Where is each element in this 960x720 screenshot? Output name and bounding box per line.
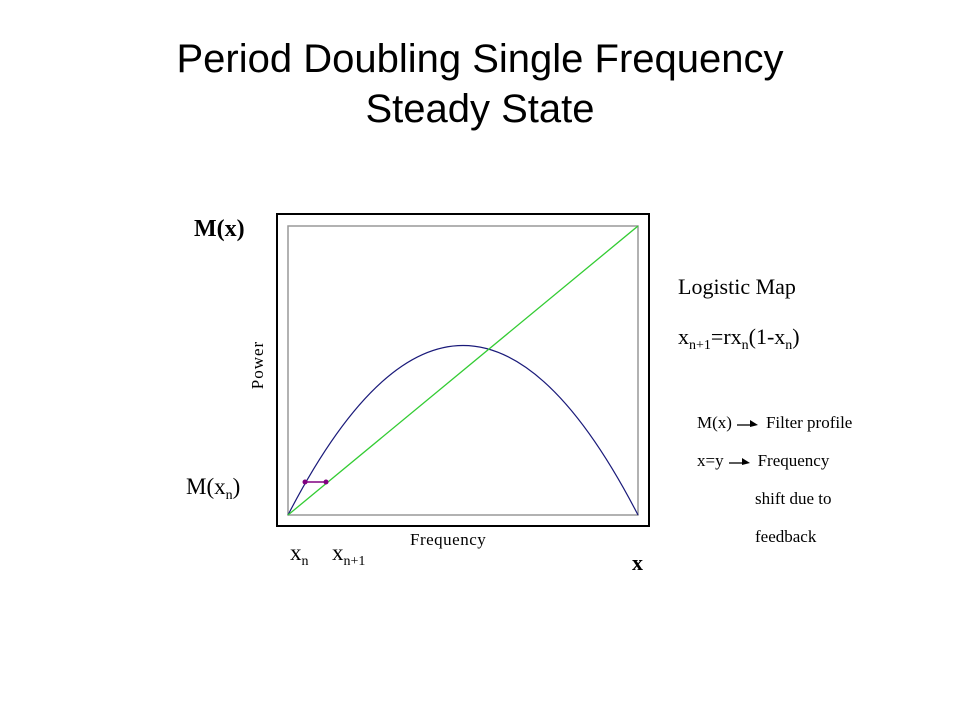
- legend-row-frequency: x=y Frequency: [697, 442, 852, 480]
- plot-outer-frame: [276, 213, 650, 527]
- arrow-right-icon: [736, 420, 758, 428]
- eq-sub-n1: n+1: [689, 338, 711, 353]
- legend-filter-profile: Filter profile: [765, 413, 853, 432]
- m-of-xn-base: M(x: [186, 474, 226, 499]
- plot-inner-frame: [287, 225, 639, 516]
- eq-mid: =rx: [710, 324, 742, 349]
- m-of-xn-label: M(xn): [186, 474, 240, 504]
- m-of-xn-close: ): [232, 474, 241, 499]
- filter-profile-curve: [287, 344, 639, 516]
- iteration-point-end: [323, 479, 329, 485]
- identity-diagonal-line: [287, 225, 639, 516]
- legend-shift-line: shift due to: [755, 489, 832, 508]
- slide-title: Period Doubling Single Frequency Steady …: [0, 34, 960, 134]
- eq-close: ): [792, 324, 800, 349]
- eq-open: (1-x: [748, 324, 786, 349]
- xn1-base: x: [332, 540, 344, 565]
- arrow-right-icon: [728, 458, 750, 466]
- mapping-legend: M(x) Filter profile x=y Frequency shift du…: [697, 404, 852, 556]
- m-of-xn-sub: n: [225, 488, 233, 503]
- legend-row-filter: M(x) Filter profile: [697, 404, 852, 442]
- eq-sub-n-2: n: [785, 338, 793, 353]
- x-axis-label: x: [632, 550, 643, 575]
- xn-base: x: [290, 540, 302, 565]
- eq-x: x: [678, 324, 689, 349]
- iteration-point-start: [302, 479, 308, 485]
- logistic-map-equation: xn+1=rxn(1-xn): [678, 324, 800, 354]
- title-line-1: Period Doubling Single Frequency: [176, 37, 784, 81]
- xn1-sub: n+1: [343, 554, 366, 569]
- xn-sub: n: [301, 554, 309, 569]
- legend-frequency: Frequency: [757, 451, 830, 470]
- logistic-map-title: Logistic Map: [678, 274, 796, 299]
- xn-label: xn: [290, 540, 309, 570]
- legend-x-eq-y-label: x=y: [697, 451, 724, 470]
- power-axis-label: Power: [248, 340, 267, 390]
- xn1-label: xn+1: [332, 540, 365, 570]
- frequency-axis-label: Frequency: [410, 530, 487, 549]
- legend-mx-label: M(x): [697, 413, 732, 432]
- title-line-2: Steady State: [365, 87, 595, 131]
- eq-sub-n: n: [741, 338, 749, 353]
- legend-feedback-line: feedback: [755, 527, 817, 546]
- y-axis-top-label: M(x): [194, 216, 245, 242]
